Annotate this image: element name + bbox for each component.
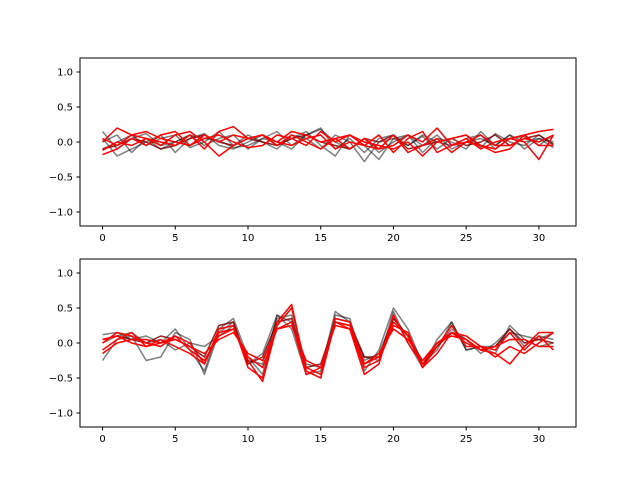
top-y-tick-label: −0.5 [49, 173, 73, 184]
top-x-tick-label: 30 [533, 233, 546, 244]
top-x-tick-label: 25 [460, 233, 473, 244]
bottom-y-tick-label: 1.0 [57, 269, 73, 280]
top-x-tick-label: 0 [99, 233, 105, 244]
top-x-tick-label: 15 [314, 233, 327, 244]
bottom-y-tick-label: −0.5 [49, 374, 73, 385]
bottom-x-axis: 0 5 10 15 20 25 30 [99, 427, 545, 445]
top-subplot: 0 5 10 15 20 25 30 −1.0 −0.5 0.0 0.5 1.0 [49, 57, 577, 244]
bottom-series-line-8 [102, 321, 554, 369]
bottom-x-tick-label: 0 [99, 434, 105, 445]
bottom-series-line-5 [102, 303, 554, 379]
bottom-y-tick-label: −1.0 [49, 409, 73, 420]
bottom-x-tick-label: 15 [314, 434, 327, 445]
bottom-x-tick-label: 5 [172, 434, 178, 445]
bottom-y-tick-label: 0.0 [57, 339, 73, 350]
top-y-tick-label: 0.0 [57, 138, 73, 149]
top-x-tick-label: 10 [242, 233, 255, 244]
bottom-x-tick-label: 30 [533, 434, 546, 445]
bottom-x-tick-label: 25 [460, 434, 473, 445]
top-series-line-4 [102, 128, 554, 154]
top-series-line-8 [102, 125, 555, 161]
bottom-x-tick-label: 20 [387, 434, 400, 445]
top-y-axis: −1.0 −0.5 0.0 0.5 1.0 [49, 68, 80, 219]
top-x-tick-label: 5 [172, 233, 178, 244]
bottom-subplot: 0 5 10 15 20 25 30 −1.0 −0.5 0.0 0.5 1.0 [49, 258, 577, 445]
bottom-y-tick-label: 0.5 [57, 304, 73, 315]
top-series-group [101, 125, 555, 163]
top-series-line-7 [102, 130, 554, 156]
bottom-series-group [101, 303, 554, 383]
bottom-x-tick-label: 10 [242, 434, 255, 445]
top-series-line-2 [101, 130, 554, 161]
top-x-axis: 0 5 10 15 20 25 30 [99, 226, 545, 244]
top-y-tick-label: 1.0 [57, 68, 73, 79]
top-y-tick-label: −1.0 [49, 208, 73, 219]
bottom-y-axis: −1.0 −0.5 0.0 0.5 1.0 [49, 269, 80, 420]
top-series-line-9 [102, 130, 554, 154]
top-y-tick-label: 0.5 [57, 103, 73, 114]
top-x-tick-label: 20 [387, 233, 400, 244]
